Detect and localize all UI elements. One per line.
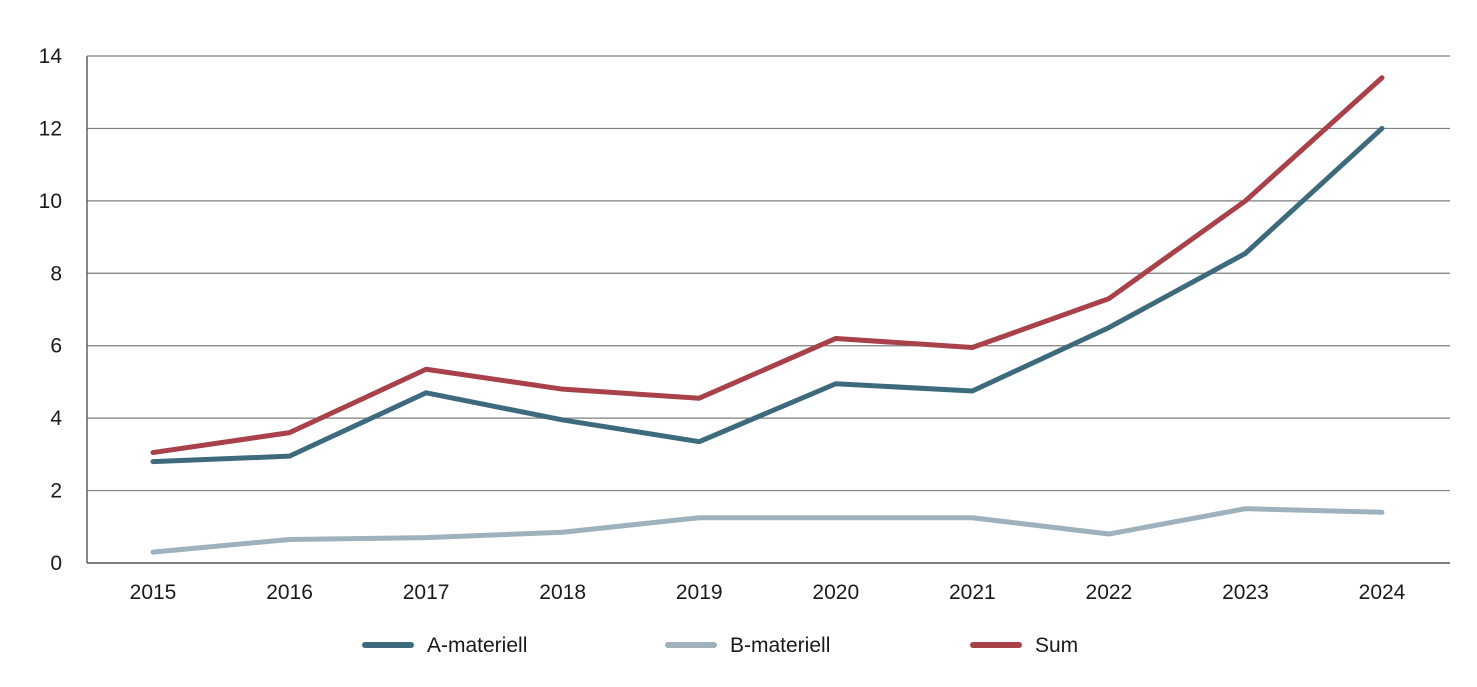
x-tick-label: 2023 [1222, 581, 1269, 604]
x-tick-label: 2022 [1086, 581, 1133, 604]
x-tick-label: 2017 [403, 581, 450, 604]
y-tick-label: 14 [39, 45, 63, 68]
legend-item-a-materiell: A-materiell [362, 634, 527, 657]
series-line-a-materiell [150, 125, 1385, 465]
x-tick-label: 2024 [1359, 581, 1406, 604]
tick-labels: 0 2 4 6 8 10 12 14 2015 2016 2017 2018 2019 2020 2021 2… [39, 45, 1406, 604]
legend: A-materiell B-materiell Sum [362, 634, 1078, 657]
y-tick-label: 0 [50, 552, 62, 575]
x-tick-label: 2018 [539, 581, 586, 604]
x-tick-label: 2016 [266, 581, 313, 604]
y-tick-label: 4 [50, 407, 62, 430]
axes [86, 56, 1450, 564]
gridlines [87, 55, 1450, 492]
y-tick-label: 6 [50, 335, 62, 358]
legend-label: Sum [1035, 634, 1078, 657]
y-tick-label: 8 [50, 262, 62, 285]
y-tick-label: 10 [39, 190, 62, 213]
series-line-b-materiell [150, 506, 1385, 555]
x-tick-label: 2020 [812, 581, 859, 604]
x-tick-label: 2019 [676, 581, 723, 604]
x-tick-label: 2015 [130, 581, 177, 604]
legend-item-sum: Sum [970, 634, 1078, 657]
legend-label: B-materiell [730, 634, 830, 657]
x-tick-label: 2021 [949, 581, 996, 604]
y-tick-label: 12 [39, 117, 62, 140]
legend-item-b-materiell: B-materiell [665, 634, 830, 657]
series-line-sum [150, 75, 1385, 456]
y-tick-label: 2 [50, 480, 62, 503]
series-lines [150, 75, 1385, 555]
legend-label: A-materiell [427, 634, 527, 657]
